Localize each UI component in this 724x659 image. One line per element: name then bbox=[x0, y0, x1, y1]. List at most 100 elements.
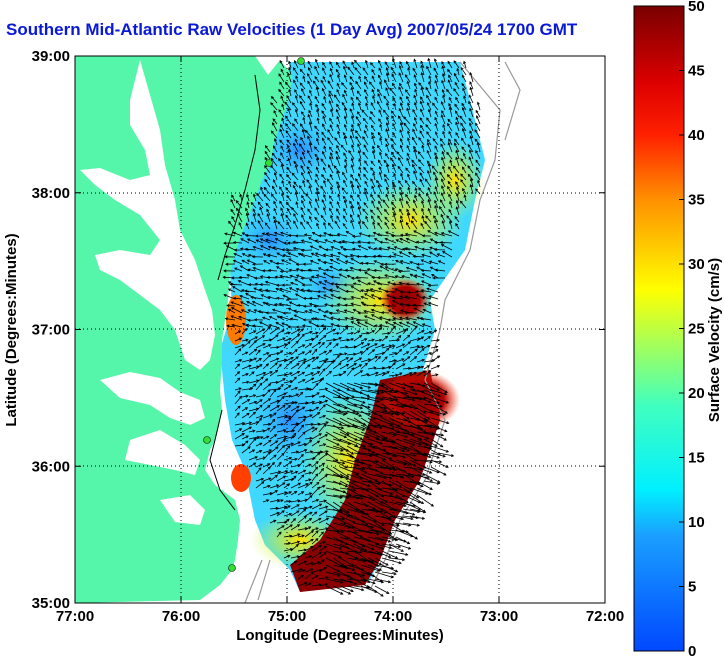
vector-head bbox=[469, 81, 473, 85]
velocity-vector bbox=[374, 260, 383, 265]
vector-head bbox=[245, 351, 249, 355]
velocity-vector bbox=[275, 276, 285, 279]
vector-head bbox=[364, 470, 368, 474]
velocity-vector bbox=[252, 301, 264, 307]
velocity-vector bbox=[379, 316, 390, 321]
velocity-vector bbox=[477, 102, 481, 111]
vector-head bbox=[367, 358, 372, 362]
vector-head bbox=[456, 67, 460, 72]
vector-head bbox=[373, 424, 377, 428]
vector-head bbox=[301, 534, 305, 538]
velocity-vector bbox=[299, 69, 306, 76]
vector-head bbox=[270, 193, 274, 197]
velocity-vector bbox=[353, 357, 362, 363]
velocity-vector bbox=[288, 180, 292, 188]
velocity-vector bbox=[247, 238, 257, 244]
velocity-vector bbox=[318, 415, 326, 419]
vector-head bbox=[367, 484, 371, 487]
velocity-vector bbox=[403, 116, 411, 125]
vector-head bbox=[414, 348, 418, 352]
velocity-vector bbox=[358, 206, 362, 216]
velocity-vector bbox=[293, 133, 299, 139]
velocity-vector bbox=[262, 352, 269, 356]
vector-head bbox=[447, 185, 450, 190]
vector-head bbox=[390, 157, 394, 161]
velocity-vector bbox=[379, 166, 383, 174]
velocity-vector bbox=[328, 234, 341, 237]
vector-head bbox=[267, 451, 271, 455]
vector-head bbox=[290, 470, 294, 474]
vector-head bbox=[259, 275, 264, 279]
vector-head bbox=[314, 76, 318, 80]
velocity-vector bbox=[441, 185, 446, 195]
vector-head bbox=[421, 358, 425, 362]
velocity-vector bbox=[388, 452, 406, 458]
velocity-vector bbox=[304, 492, 312, 496]
velocity-vector bbox=[384, 209, 390, 216]
vector-head bbox=[257, 349, 261, 353]
velocity-vector bbox=[283, 401, 295, 405]
vector-head bbox=[259, 463, 263, 467]
velocity-vector bbox=[301, 200, 306, 209]
velocity-vector bbox=[398, 270, 411, 272]
velocity-vector bbox=[325, 310, 334, 314]
vector-head bbox=[380, 593, 384, 597]
vector-head bbox=[238, 222, 242, 226]
velocity-vector bbox=[315, 198, 320, 209]
vector-head bbox=[376, 276, 381, 280]
vector-head bbox=[337, 130, 341, 134]
velocity-vector bbox=[332, 374, 342, 377]
velocity-vector bbox=[228, 288, 236, 293]
velocity-vector bbox=[290, 349, 298, 356]
velocity-vector bbox=[255, 436, 264, 440]
vector-head bbox=[337, 252, 341, 255]
velocity-vector bbox=[339, 550, 358, 559]
velocity-vector bbox=[430, 329, 437, 335]
vector-head bbox=[455, 199, 459, 204]
velocity-vector bbox=[430, 424, 447, 432]
vector-head bbox=[265, 311, 269, 315]
velocity-vector bbox=[283, 483, 290, 489]
vector-head bbox=[427, 344, 431, 348]
velocity-vector bbox=[374, 445, 389, 454]
vector-head bbox=[327, 222, 331, 226]
velocity-vector bbox=[357, 123, 362, 132]
vector-head bbox=[275, 321, 279, 325]
vector-head bbox=[391, 73, 395, 77]
velocity-vector bbox=[357, 143, 362, 153]
vector-head bbox=[405, 282, 409, 286]
vector-head bbox=[293, 220, 297, 224]
vector-head bbox=[366, 331, 370, 335]
vector-head bbox=[389, 457, 393, 461]
velocity-vector bbox=[238, 280, 250, 286]
velocity-vector bbox=[290, 500, 300, 503]
velocity-vector bbox=[346, 529, 363, 538]
velocity-vector bbox=[311, 499, 319, 503]
vector-head bbox=[404, 74, 408, 78]
vector-head bbox=[267, 398, 272, 402]
colorbar-tick-label: 50 bbox=[688, 0, 705, 15]
vector-head bbox=[349, 266, 353, 270]
vector-head bbox=[318, 245, 322, 249]
vector-head bbox=[330, 294, 334, 297]
vector-head bbox=[363, 166, 367, 170]
vector-head bbox=[336, 144, 340, 149]
vector-head bbox=[318, 517, 322, 521]
vector-head bbox=[288, 88, 292, 93]
vector-head bbox=[419, 317, 423, 321]
vector-head bbox=[350, 316, 354, 320]
vector-head bbox=[310, 561, 314, 565]
velocity-vector bbox=[304, 343, 312, 349]
vector-head bbox=[377, 356, 381, 360]
vector-head bbox=[253, 276, 258, 280]
vector-head bbox=[237, 371, 241, 375]
vector-head bbox=[350, 563, 355, 567]
vector-head bbox=[432, 276, 436, 280]
vector-head bbox=[396, 412, 400, 416]
vector-head bbox=[308, 278, 313, 282]
velocity-vector bbox=[360, 536, 380, 545]
vector-head bbox=[308, 343, 313, 346]
vector-head bbox=[240, 238, 244, 242]
velocity-vector bbox=[423, 309, 432, 314]
velocity-vector bbox=[398, 72, 404, 83]
